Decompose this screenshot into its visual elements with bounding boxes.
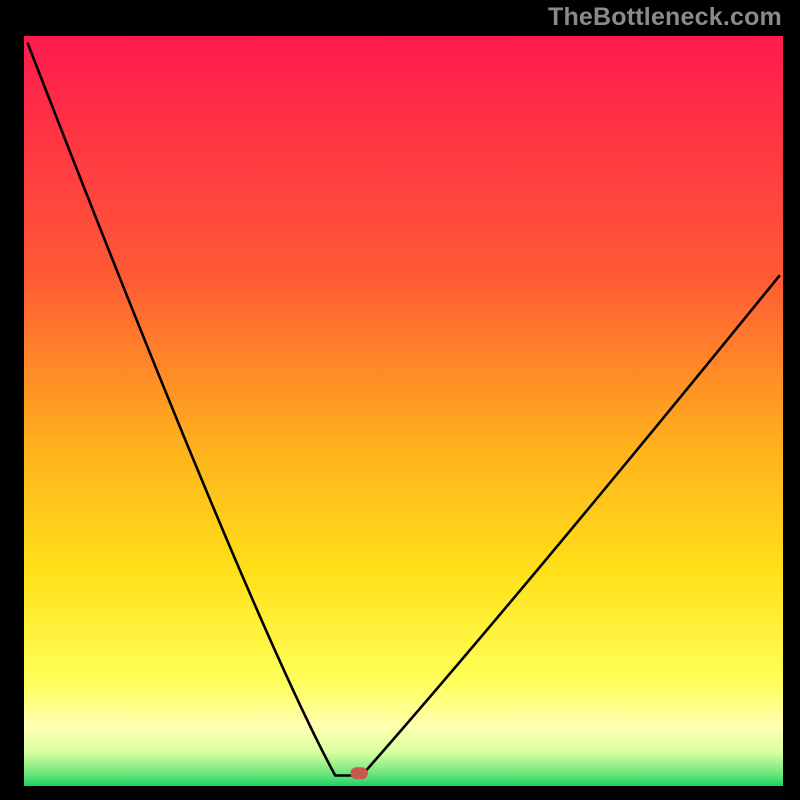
watermark-text: TheBottleneck.com [548, 3, 782, 32]
bottleneck-marker [350, 767, 367, 779]
chart-plot [24, 36, 783, 786]
chart-svg [24, 36, 783, 786]
